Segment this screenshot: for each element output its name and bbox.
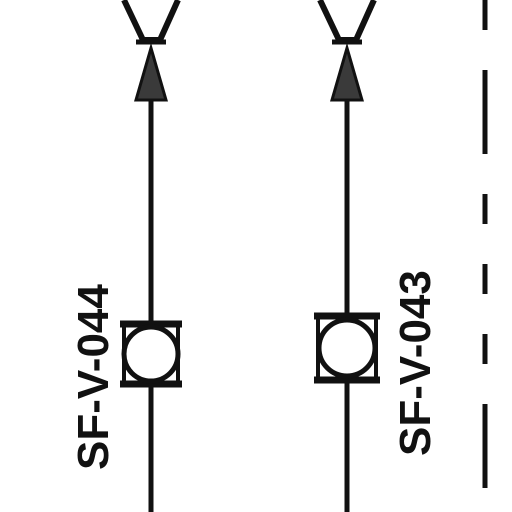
valve-tag-label: SF-V-043 [391, 270, 440, 456]
reducer-cone-icon [317, 0, 377, 43]
ball-valve-icon [120, 320, 182, 388]
ball-valve-icon [314, 312, 380, 384]
reducer-cone-icon [121, 0, 181, 43]
pipeline-right: SF-V-043 [314, 0, 440, 512]
flow-arrow-up-icon [330, 42, 364, 102]
flow-arrow-up-icon [134, 42, 168, 102]
valve-tag-label: SF-V-044 [69, 284, 118, 470]
pipeline-left: SF-V-044 [69, 0, 182, 512]
